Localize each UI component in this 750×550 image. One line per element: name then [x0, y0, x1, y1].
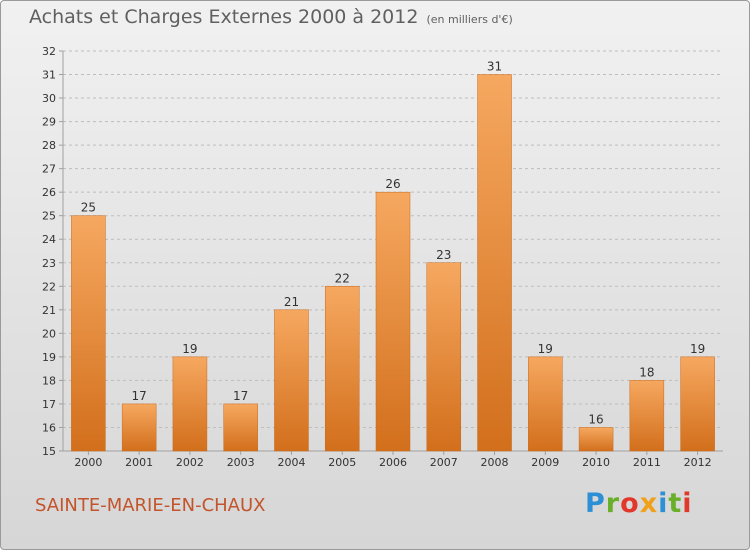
- y-tick-label: 24: [42, 233, 56, 246]
- logo-letter: P: [585, 488, 606, 519]
- bar-2006: [375, 191, 411, 452]
- logo-letter: r: [605, 488, 621, 519]
- x-tick-label-2005: 2005: [328, 456, 356, 469]
- bar-2000: [71, 215, 106, 452]
- value-label-2000: 25: [81, 201, 96, 215]
- y-tick-label: 25: [42, 210, 56, 223]
- bar-2008: [477, 74, 512, 452]
- logo-letter: t: [668, 488, 683, 519]
- bar-2009: [528, 356, 563, 452]
- logo-letter: o: [620, 488, 640, 519]
- bar-2004: [274, 309, 309, 452]
- bar-2003: [223, 403, 258, 452]
- proxiti-logo: Proxiti: [585, 488, 693, 519]
- x-tick-label-2011: 2011: [633, 456, 661, 469]
- chart-title-text: Achats et Charges Externes 2000 à 2012: [29, 6, 419, 28]
- y-tick-label: 29: [42, 116, 56, 129]
- chart-subtitle: (en milliers d'€): [426, 13, 513, 26]
- value-label-2011: 18: [639, 365, 654, 379]
- bar-2012: [680, 356, 715, 452]
- y-tick-label: 21: [42, 304, 56, 317]
- value-label-2003: 17: [233, 389, 248, 403]
- y-tick-label: 30: [42, 92, 56, 105]
- value-label-2001: 17: [132, 389, 147, 403]
- bar-2001: [121, 403, 157, 452]
- logo-letter: i: [658, 488, 669, 519]
- bar-2007: [426, 262, 462, 452]
- value-label-2004: 21: [284, 295, 299, 309]
- y-tick-label: 20: [42, 327, 56, 340]
- logo-letter: i: [682, 488, 693, 519]
- value-label-2012: 19: [690, 342, 705, 356]
- value-label-2010: 16: [588, 412, 603, 426]
- value-label-2007: 23: [436, 248, 451, 262]
- value-label-2006: 26: [385, 177, 400, 191]
- value-label-2002: 19: [182, 342, 197, 356]
- bar-2005: [324, 286, 360, 452]
- y-tick-label: 17: [42, 398, 56, 411]
- x-tick-label-2009: 2009: [531, 456, 559, 469]
- y-tick-label: 27: [42, 163, 56, 176]
- y-tick-label: 32: [42, 45, 56, 58]
- y-tick-label: 15: [42, 445, 56, 458]
- y-tick-label: 19: [42, 351, 56, 364]
- y-tick-label: 18: [42, 374, 56, 387]
- bars: [71, 74, 715, 452]
- x-tick-label-2006: 2006: [379, 456, 407, 469]
- y-tick-label: 22: [42, 280, 56, 293]
- x-tick-label-2003: 2003: [227, 456, 255, 469]
- chart-title: Achats et Charges Externes 2000 à 2012 (e…: [29, 6, 513, 28]
- bar-2010: [578, 427, 614, 452]
- y-tick-label: 23: [42, 257, 56, 270]
- value-label-2005: 22: [335, 271, 350, 285]
- x-tick-label-2002: 2002: [176, 456, 204, 469]
- x-tick-label-2001: 2001: [125, 456, 153, 469]
- value-label-2009: 19: [538, 342, 553, 356]
- labels: 25 2000 17 2001 19 2002 17 2003 21 2004 22 2005 26 20…: [74, 60, 711, 469]
- value-label-2008: 31: [487, 60, 502, 74]
- commune-name: SAINTE-MARIE-EN-CHAUX: [35, 495, 266, 516]
- y-tick-label: 28: [42, 139, 56, 152]
- x-tick-label-2012: 2012: [684, 456, 712, 469]
- x-tick-label-2008: 2008: [481, 456, 509, 469]
- bar-2002: [172, 356, 208, 452]
- y-tick-label: 16: [42, 421, 56, 434]
- x-tick-label-2000: 2000: [74, 456, 102, 469]
- logo-letter: x: [639, 488, 659, 519]
- y-tick-label: 31: [42, 69, 56, 82]
- y-tick-label: 26: [42, 186, 56, 199]
- bar-2011: [629, 380, 665, 452]
- x-tick-label-2004: 2004: [277, 456, 305, 469]
- x-tick-label-2010: 2010: [582, 456, 610, 469]
- x-tick-label-2007: 2007: [430, 456, 458, 469]
